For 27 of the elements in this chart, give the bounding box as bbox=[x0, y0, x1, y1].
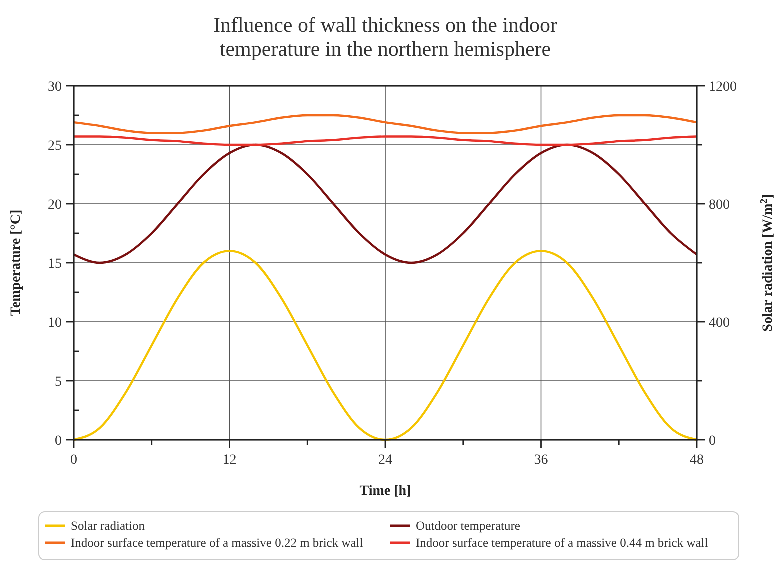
y-tick-label: 25 bbox=[48, 139, 62, 154]
x-axis-title: Time [h] bbox=[360, 484, 412, 499]
legend-label: Indoor surface temperature of a massive 0.44 m brick wall bbox=[416, 536, 709, 550]
legend-label: Indoor surface temperature of a massive 0.22 m brick wall bbox=[71, 536, 364, 550]
y-tick-label: 30 bbox=[48, 80, 62, 95]
x-tick-label: 24 bbox=[378, 453, 392, 468]
y2-tick-label: 1200 bbox=[709, 80, 737, 95]
y2-tick-label: 800 bbox=[709, 198, 730, 213]
line-series bbox=[72, 136, 698, 146]
y-axis-title: Temperature [°C] bbox=[9, 210, 24, 316]
legend-label: Solar radiation bbox=[71, 519, 146, 533]
y-tick-label: 10 bbox=[48, 316, 62, 331]
y2-tick-label: 400 bbox=[709, 316, 730, 331]
x-tick-label: 0 bbox=[70, 453, 78, 468]
line-series bbox=[72, 144, 698, 264]
chart-title: Influence of wall thickness on the indoor temperature in the northern hemisphere bbox=[213, 13, 558, 61]
y-tick-label: 5 bbox=[55, 375, 62, 390]
y-tick-label: 0 bbox=[55, 434, 62, 449]
y-tick-label: 20 bbox=[48, 198, 62, 213]
x-tick-label: 36 bbox=[534, 453, 548, 468]
line-series bbox=[72, 250, 698, 442]
legend-label: Outdoor temperature bbox=[416, 519, 521, 533]
y-tick-label: 15 bbox=[48, 257, 62, 272]
y2-tick-label: 0 bbox=[709, 434, 716, 449]
x-tick-label: 12 bbox=[222, 453, 237, 468]
x-tick-label: 48 bbox=[690, 453, 704, 468]
line-series bbox=[72, 114, 698, 134]
